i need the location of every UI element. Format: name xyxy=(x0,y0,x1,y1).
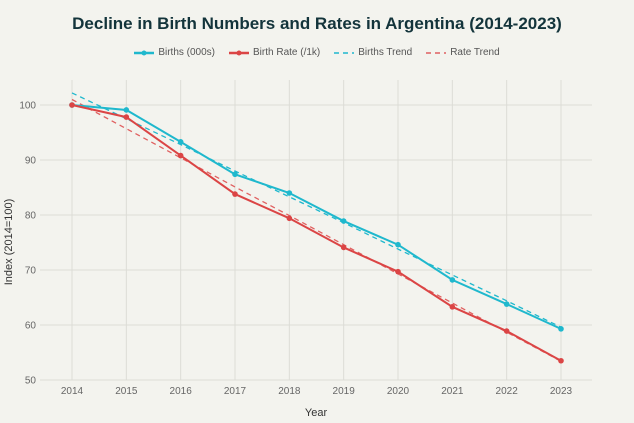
legend-label: Rate Trend xyxy=(450,47,500,58)
y-tick-label: 80 xyxy=(25,211,37,222)
x-tick-label: 2023 xyxy=(550,386,573,397)
legend-label: Births (000s) xyxy=(158,47,216,58)
y-tick-label: 60 xyxy=(25,321,37,332)
data-point-birth-rate-1k xyxy=(286,215,293,222)
series-line-births-000s xyxy=(71,104,562,330)
data-point-birth-rate-1k xyxy=(69,102,75,108)
x-tick-label: 2014 xyxy=(61,386,84,397)
data-point-births-000s xyxy=(340,218,347,224)
legend: Births (000s) Birth Rate (/1k) Births Tren… xyxy=(0,47,634,58)
data-point-birth-rate-1k xyxy=(232,191,238,197)
data-point-birth-rate-1k xyxy=(177,152,184,159)
x-tick-label: 2019 xyxy=(333,386,356,397)
legend-swatch xyxy=(334,51,355,54)
legend-swatch xyxy=(229,50,250,55)
x-tick-label: 2017 xyxy=(224,386,247,397)
data-point-birth-rate-1k xyxy=(340,244,347,251)
x-tick-label: 2018 xyxy=(278,386,301,397)
data-point-birth-rate-1k xyxy=(558,357,564,364)
data-point-births-000s xyxy=(449,277,456,283)
legend-label: Births Trend xyxy=(358,47,413,58)
x-tick-label: 2015 xyxy=(115,386,138,397)
data-point-births-000s xyxy=(558,326,564,332)
data-point-birth-rate-1k xyxy=(449,304,456,310)
legend-swatch xyxy=(426,51,447,54)
x-axis-label: Year xyxy=(305,407,328,419)
legend-item[interactable]: Births Trend xyxy=(334,47,412,58)
x-tick-label: 2021 xyxy=(441,386,464,397)
data-point-births-000s xyxy=(503,301,510,307)
data-point-birth-rate-1k xyxy=(503,328,510,334)
x-tick-label: 2020 xyxy=(387,386,410,397)
data-point-births-000s xyxy=(123,107,130,113)
y-tick-label: 90 xyxy=(25,156,37,167)
legend-swatch xyxy=(134,50,155,55)
x-tick-label: 2016 xyxy=(170,386,193,397)
chart-title: Decline in Birth Numbers and Rates in Ar… xyxy=(72,14,562,33)
legend-item[interactable]: Birth Rate (/1k) xyxy=(229,47,320,58)
y-tick-label: 70 xyxy=(25,266,37,277)
series-line-births-trend xyxy=(71,92,562,328)
data-point-birth-rate-1k xyxy=(123,114,130,120)
legend-item[interactable]: Births (000s) xyxy=(134,47,215,58)
series-line-birth-rate-1k xyxy=(71,104,562,362)
data-point-birth-rate-1k xyxy=(395,268,401,275)
data-point-births-000s xyxy=(177,139,184,145)
data-point-births-000s xyxy=(286,190,293,196)
legend-item[interactable]: Rate Trend xyxy=(426,47,500,58)
y-tick-label: 100 xyxy=(19,101,36,112)
series-line-rate-trend xyxy=(71,98,562,362)
y-tick-label: 50 xyxy=(25,376,37,387)
data-point-births-000s xyxy=(395,241,401,248)
x-tick-label: 2022 xyxy=(496,386,519,397)
data-point-births-000s xyxy=(232,171,238,178)
legend-label: Birth Rate (/1k) xyxy=(253,47,321,58)
y-axis-label: Index (2014=100) xyxy=(3,199,15,286)
